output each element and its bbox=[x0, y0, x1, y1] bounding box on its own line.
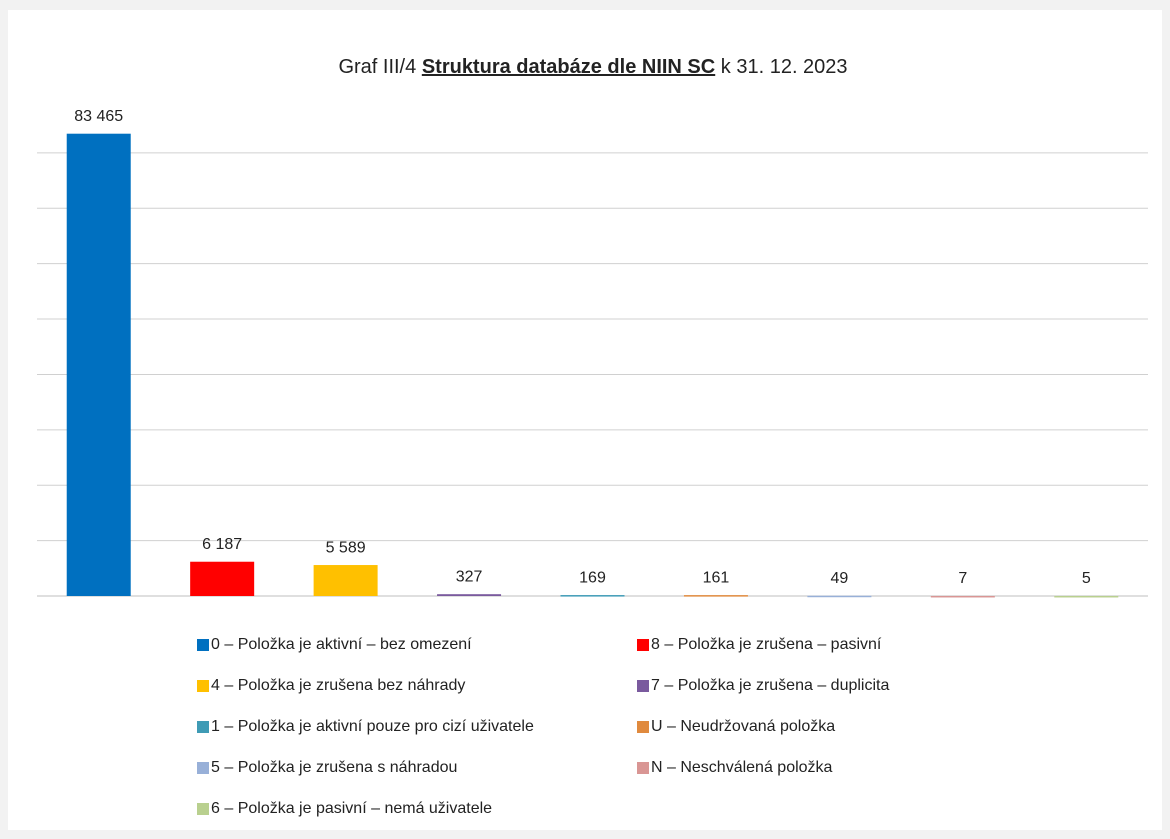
value-label: 6 187 bbox=[202, 536, 242, 553]
title-part: Graf III/4 bbox=[338, 56, 416, 78]
chart-title: Graf III/4 Struktura databáze dle NIIN S… bbox=[338, 56, 847, 78]
bar bbox=[807, 595, 872, 598]
legend-swatch bbox=[637, 721, 649, 733]
title-part: Struktura databáze dle NIIN SC bbox=[422, 56, 715, 78]
panel bbox=[8, 10, 1162, 830]
value-label: 327 bbox=[456, 568, 483, 585]
value-label: 5 bbox=[1082, 570, 1091, 587]
legend-label: N – Neschválená položka bbox=[651, 759, 833, 776]
legend-swatch bbox=[637, 639, 649, 651]
legend-swatch bbox=[197, 803, 209, 815]
legend-label: 5 – Položka je zrušena s náhradou bbox=[211, 759, 457, 776]
value-label: 7 bbox=[958, 570, 967, 587]
bar bbox=[560, 595, 625, 597]
value-label: 161 bbox=[703, 569, 730, 586]
bar bbox=[313, 565, 378, 596]
value-label: 5 589 bbox=[326, 539, 366, 556]
title-part: k 31. 12. 2023 bbox=[721, 56, 848, 78]
legend-swatch bbox=[197, 680, 209, 692]
bar bbox=[66, 133, 131, 596]
legend-swatch bbox=[637, 762, 649, 774]
legend-swatch bbox=[637, 680, 649, 692]
value-label: 49 bbox=[830, 570, 848, 587]
legend-label: 1 – Položka je aktivní pouze pro cizí už… bbox=[211, 718, 534, 735]
bar bbox=[1054, 595, 1119, 598]
bar bbox=[190, 561, 255, 596]
legend-swatch bbox=[197, 721, 209, 733]
legend-label: 8 – Položka je zrušena – pasivní bbox=[651, 636, 882, 653]
legend-swatch bbox=[197, 762, 209, 774]
legend-swatch bbox=[197, 639, 209, 651]
value-label: 169 bbox=[579, 569, 606, 586]
legend-label: 0 – Položka je aktivní – bez omezení bbox=[211, 636, 472, 653]
bar bbox=[930, 595, 995, 598]
legend-label: U – Neudržovaná položka bbox=[651, 718, 835, 735]
value-label: 83 465 bbox=[74, 108, 123, 125]
bar bbox=[437, 594, 502, 596]
bar bbox=[683, 595, 748, 597]
legend-label: 4 – Položka je zrušena bez náhrady bbox=[211, 677, 465, 694]
legend-label: 6 – Položka je pasivní – nemá uživatele bbox=[211, 800, 492, 817]
legend-label: 7 – Položka je zrušena – duplicita bbox=[651, 677, 889, 694]
